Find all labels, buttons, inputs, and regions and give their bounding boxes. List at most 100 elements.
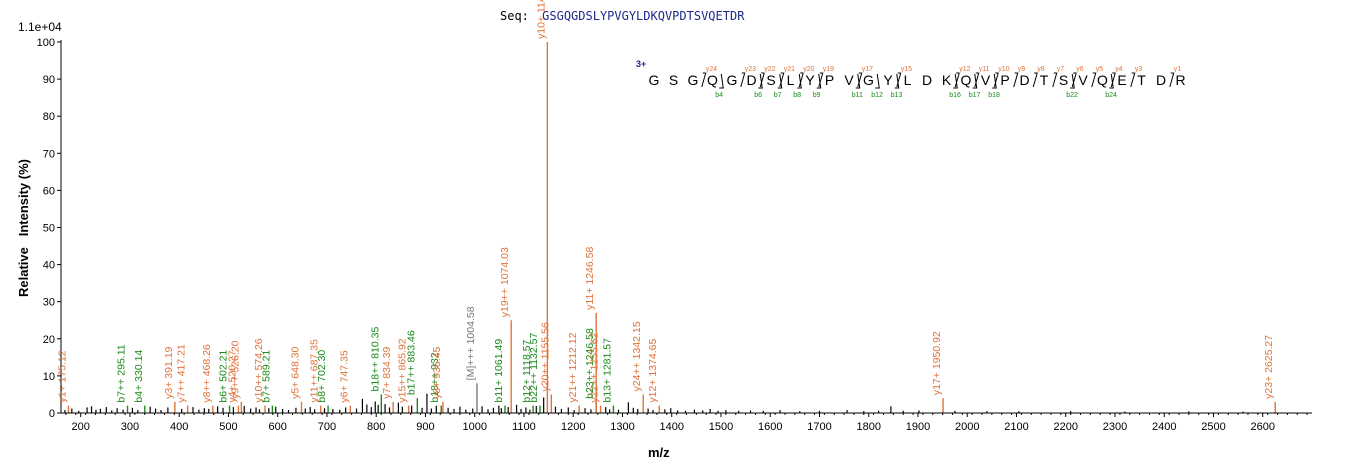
- b-ion-marker: [1070, 73, 1075, 89]
- b-ion-label: b8: [793, 92, 801, 99]
- x-tick-label: 1600: [758, 421, 782, 433]
- x-tick-label: 1900: [906, 421, 930, 433]
- sequence-residue: V: [1078, 72, 1088, 88]
- b-ion-label: b4: [715, 92, 723, 99]
- b-ion-marker: [719, 73, 724, 89]
- sequence-residue: D: [922, 72, 932, 88]
- x-tick-label: 1400: [659, 421, 683, 433]
- peak-label: b17++ 883.46: [405, 330, 417, 395]
- y-ion-label: y8: [1037, 66, 1045, 73]
- x-tick-label: 700: [318, 421, 336, 433]
- peak-label: y17+ 1950.92: [931, 331, 943, 395]
- y-ion-marker: [740, 72, 746, 88]
- peak-label: y7++ 417.21: [176, 344, 188, 403]
- b-ion-label: b6: [754, 92, 762, 99]
- peak-label: b18++ 932: [429, 352, 441, 402]
- charge-state-label: 3+: [636, 59, 646, 69]
- y-ion-label: y23: [745, 66, 756, 73]
- sequence-residue: Q: [1097, 72, 1108, 88]
- y-tick-label: 40: [43, 260, 55, 272]
- y-ion-label: y20: [803, 66, 814, 73]
- sequence-residue: D: [1156, 72, 1166, 88]
- x-tick-label: 2100: [1004, 421, 1028, 433]
- y-ion-marker: [1110, 72, 1116, 88]
- y-tick-label: 30: [43, 297, 55, 309]
- x-tick-label: 200: [72, 421, 90, 433]
- sequence-residue: G: [688, 72, 699, 88]
- peak-label: y20++ 1155.56: [539, 322, 551, 391]
- y-tick-label: 50: [43, 223, 55, 235]
- x-tick-label: 800: [367, 421, 385, 433]
- y-ion-label: y6: [1076, 66, 1084, 73]
- x-tick-label: 1100: [512, 421, 536, 433]
- x-tick-label: 900: [416, 421, 434, 433]
- sequence-residue: Q: [961, 72, 972, 88]
- b-ion-marker: [894, 73, 900, 89]
- y-ion-label: y11: [979, 66, 990, 73]
- y-ion-marker: [1169, 72, 1175, 88]
- x-tick-label: 600: [269, 421, 287, 433]
- y-ion-label: y3: [1135, 66, 1143, 73]
- sequence-residue: L: [787, 72, 795, 88]
- peak-label: y19++ 1074.03: [499, 247, 511, 317]
- y-axis-title: Relative Intensity (%): [16, 159, 31, 297]
- y-ion-label: y7: [1057, 66, 1065, 73]
- x-tick-label: 2200: [1053, 421, 1077, 433]
- y-tick-label: 100: [37, 37, 55, 49]
- b-ion-marker: [953, 73, 958, 89]
- axes: 0 10 20 30 40 50 60 70 80 90 100 200 300 400 500 600 700…: [37, 37, 1312, 433]
- peak-label: y6+ 747.35: [338, 350, 350, 402]
- b-ion-label: b12: [871, 92, 883, 99]
- y-tick-label: 80: [43, 111, 55, 123]
- y-ion-marker: [759, 72, 765, 88]
- y-ion-label: y5: [1096, 66, 1104, 73]
- b-ion-marker: [855, 73, 861, 89]
- y-ion-label: y17: [862, 66, 873, 73]
- y-ion-label: y15: [901, 66, 912, 73]
- sequence-residue: V: [844, 72, 854, 88]
- y-ion-label: y4: [1115, 66, 1123, 73]
- x-tick-label: 400: [170, 421, 188, 433]
- sequence-residue: D: [746, 72, 756, 88]
- peak-label: y3+ 391.19: [163, 346, 175, 398]
- x-tick-label: 300: [121, 421, 139, 433]
- y-ion-marker: [701, 72, 707, 88]
- x-tick-label: 1800: [856, 421, 880, 433]
- y-ion-marker: [1052, 72, 1058, 88]
- sequence-residue: T: [1040, 72, 1049, 88]
- x-tick-label: 1300: [610, 421, 634, 433]
- x-tick-label: 2300: [1103, 421, 1127, 433]
- peak-label: [M]+++ 1004.58: [465, 306, 477, 380]
- sequence-value: GSGQGDSLYPVGYLDKQVPDTSVQETDR: [542, 9, 745, 23]
- peak-label: y23+ 2625.27: [1263, 335, 1275, 399]
- b-ion-label: b16: [949, 92, 961, 99]
- peak-label: b12+ 1118.57: [521, 339, 533, 402]
- peak-label: y10+ 1147.5: [535, 0, 547, 39]
- x-axis-title: m/z: [648, 445, 670, 460]
- x-tick-label: 2000: [955, 421, 979, 433]
- b-ion-label: b9: [813, 92, 821, 99]
- y-ion-marker: [779, 72, 785, 88]
- y-ion-marker: [896, 72, 902, 88]
- y-ion-label: y22: [764, 66, 775, 73]
- b-ion-marker: [875, 73, 880, 89]
- b-ion-marker: [972, 73, 978, 89]
- y-ion-marker: [818, 72, 824, 88]
- b-ion-marker: [758, 73, 763, 89]
- peak-label: b7+ 589.21: [260, 350, 272, 403]
- b-ion-marker: [992, 73, 997, 89]
- b-ion-label: b18: [988, 92, 1000, 99]
- b-ion-label: b7: [774, 92, 782, 99]
- sequence-residue: K: [942, 72, 952, 88]
- b-ion-marker: [1109, 73, 1114, 89]
- peak-label: y7+ 834.39: [381, 346, 393, 398]
- peak-label: b7++ 295.11: [116, 344, 128, 402]
- peak-label: b13+ 1281.57: [601, 338, 613, 403]
- y-ion-marker: [1013, 72, 1019, 88]
- y-ion-marker: [798, 72, 804, 88]
- peak-label: b23++ 1246.58: [584, 328, 596, 399]
- peak-label: b22++ 1132.57: [528, 333, 540, 403]
- x-tick-label: 1200: [561, 421, 585, 433]
